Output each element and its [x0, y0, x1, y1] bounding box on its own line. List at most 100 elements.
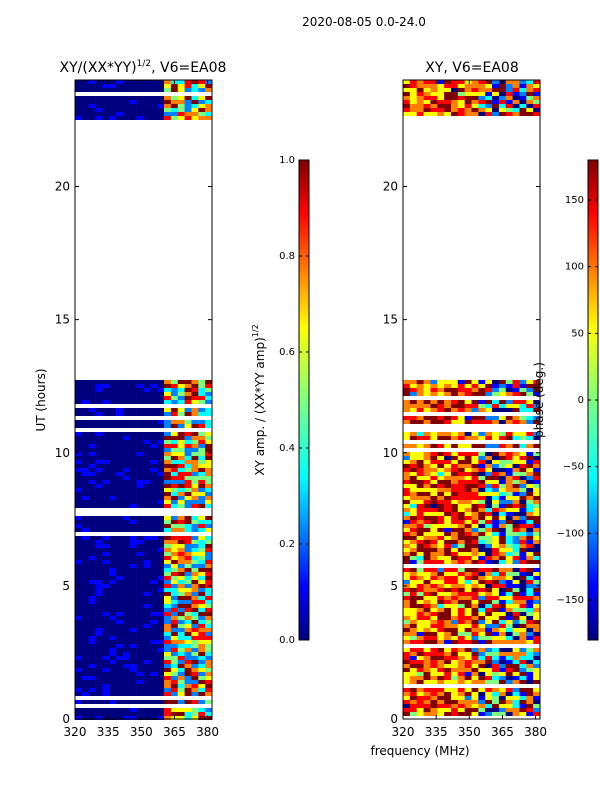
amp-heat-cell — [129, 440, 137, 444]
amp-heat-cell — [129, 468, 137, 472]
phase-heat-cell — [457, 104, 465, 108]
phase-heat-cell — [416, 576, 424, 580]
amp-heat-cell — [157, 568, 165, 572]
phase-heat-cell — [492, 672, 500, 676]
amp-heat-cell — [191, 108, 199, 112]
phase-heat-cell — [519, 656, 527, 660]
phase-colorbar-tick-label: 0 — [578, 395, 584, 406]
phase-heat-cell — [512, 104, 520, 108]
phase-heat-cell — [485, 512, 493, 516]
phase-colorbar-label: phase (deg.) — [532, 362, 546, 438]
amp-heat-cell — [198, 424, 206, 428]
amp-heat-cell — [191, 712, 199, 716]
amp-heat-cell — [191, 80, 199, 84]
phase-heat-cell — [526, 80, 534, 84]
phase-heat-cell — [409, 520, 417, 524]
phase-heat-cell — [403, 572, 411, 576]
phase-heat-cell — [403, 560, 411, 564]
amp-heat-cell — [109, 444, 117, 448]
amp-heat-cell — [102, 580, 110, 584]
amp-heat-cell — [109, 116, 117, 120]
amp-heat-cell — [177, 620, 185, 624]
amp-heat-cell — [102, 436, 110, 440]
phase-heat-cell — [450, 472, 459, 476]
amp-heat-cell — [81, 496, 89, 500]
amp-heat-cell — [136, 660, 144, 664]
phase-heat-cell — [492, 488, 500, 492]
phase-heat-cell — [423, 556, 431, 560]
amp-heat-cell — [75, 464, 83, 468]
phase-heat-cell — [430, 472, 438, 476]
phase-heat-cell — [485, 600, 493, 604]
phase-heat-cell — [498, 656, 507, 660]
amp-heat-cell — [136, 516, 144, 520]
amp-heat-cell — [150, 96, 158, 100]
amp-heat-cell — [129, 676, 137, 680]
phase-heat-cell — [444, 380, 452, 384]
phase-heat-cell — [457, 540, 465, 544]
amp-heat-cell — [95, 576, 103, 580]
amp-heat-cell — [75, 660, 83, 664]
phase-heat-cell — [492, 420, 500, 424]
phase-heat-cell — [526, 524, 534, 528]
phase-heat-cell — [478, 104, 486, 108]
amp-heat-cell — [205, 560, 213, 564]
amp-heat-cell — [122, 472, 131, 476]
phase-heat-cell — [526, 488, 534, 492]
amp-heat-cell — [205, 568, 213, 572]
phase-heat-cell — [519, 444, 527, 448]
phase-heat-cell — [478, 652, 486, 656]
amp-heat-cell — [198, 664, 206, 668]
amp-heat-cell — [177, 392, 185, 396]
phase-heat-cell — [471, 460, 479, 464]
amp-heat-cell — [198, 464, 206, 468]
amp-heat-cell — [205, 648, 213, 652]
phase-heat-cell — [512, 504, 520, 508]
amp-heat-cell — [184, 96, 192, 100]
phase-heat-cell — [423, 616, 431, 620]
amp-heat-cell — [122, 384, 131, 388]
phase-heat-cell — [430, 600, 438, 604]
amp-heat-cell — [116, 476, 124, 480]
amp-heat-cell — [184, 108, 192, 112]
amp-heat-cell — [136, 496, 144, 500]
amp-heat-cell — [88, 612, 96, 616]
amp-heat-cell — [109, 636, 117, 640]
phase-heat-cell — [485, 640, 493, 644]
phase-heat-cell — [423, 388, 431, 392]
phase-heat-cell — [430, 460, 438, 464]
amp-heat-cell — [81, 588, 89, 592]
phase-heat-cell — [478, 584, 486, 588]
phase-heat-cell — [457, 520, 465, 524]
phase-heat-cell — [450, 536, 459, 540]
phase-heat-cell — [409, 636, 417, 640]
amp-heat-cell — [198, 88, 206, 92]
phase-heat-cell — [457, 92, 465, 96]
phase-heat-cell — [512, 704, 520, 708]
phase-heat-cell — [423, 456, 431, 460]
amp-heat-cell — [81, 472, 89, 476]
phase-heat-cell — [526, 404, 534, 408]
phase-heat-cell — [478, 108, 486, 112]
phase-heat-cell — [505, 636, 513, 640]
amp-heat-cell — [95, 636, 103, 640]
phase-heat-cell — [409, 400, 417, 404]
phase-heat-cell — [505, 632, 513, 636]
amp-heat-cell — [88, 408, 96, 412]
phase-heat-cell — [437, 680, 445, 684]
phase-heat-cell — [464, 620, 472, 624]
phase-heat-cell — [403, 472, 411, 476]
phase-heat-cell — [519, 612, 527, 616]
phase-x-tick-label: 380 — [524, 725, 547, 739]
phase-heat-cell — [505, 484, 513, 488]
amp-heat-cell — [109, 668, 117, 672]
phase-heat-cell — [450, 600, 459, 604]
phase-heat-cell — [478, 452, 486, 456]
phase-heat-cell — [437, 84, 445, 88]
phase-heat-cell — [519, 496, 527, 500]
amp-heat-cell — [205, 684, 213, 688]
phase-heat-cell — [526, 680, 534, 684]
amp-heat-cell — [150, 504, 158, 508]
phase-heat-cell — [533, 596, 541, 600]
amp-heat-cell — [102, 564, 110, 568]
